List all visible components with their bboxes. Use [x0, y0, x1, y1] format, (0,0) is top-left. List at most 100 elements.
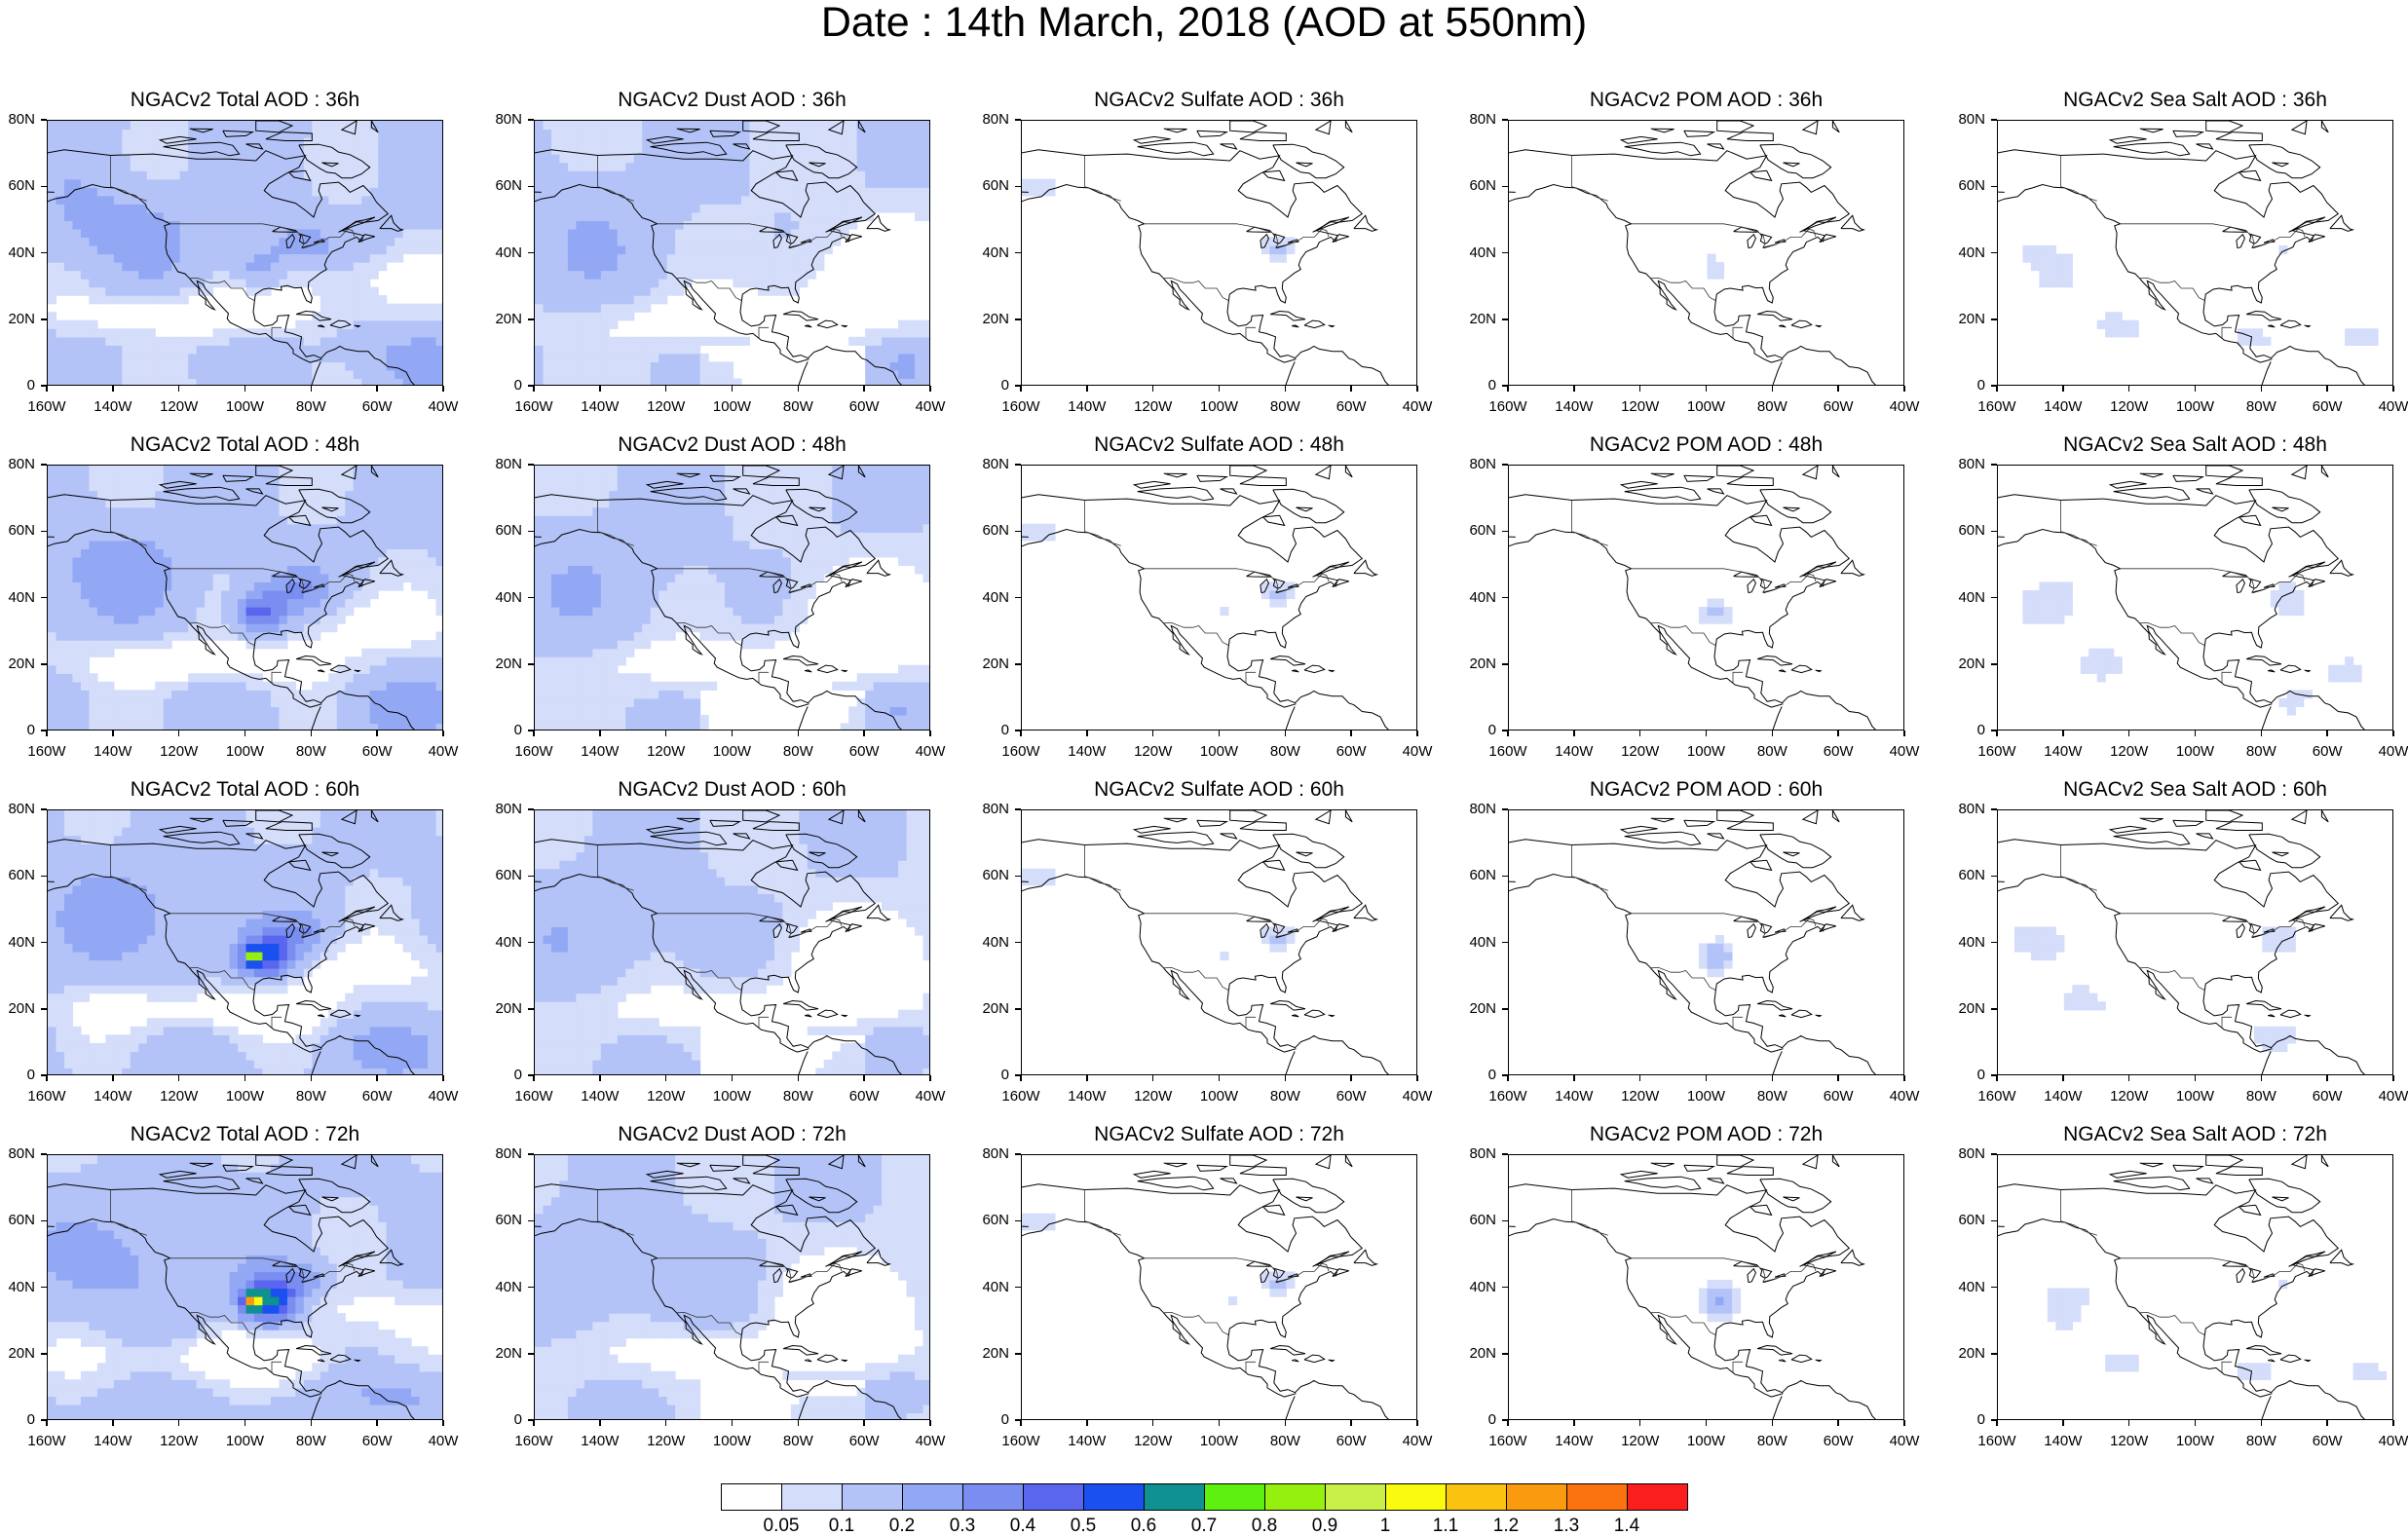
aod-grid-cell — [535, 121, 544, 130]
aod-grid-cell — [609, 590, 618, 599]
aod-grid-cell — [890, 163, 899, 171]
aod-grid-cell — [700, 163, 709, 171]
aod-grid-cell — [717, 262, 726, 271]
aod-grid-cell — [551, 557, 560, 566]
aod-grid-cell — [651, 548, 659, 557]
aod-grid-cell — [72, 220, 81, 229]
aod-grid-cell — [576, 682, 584, 691]
aod-grid-cell — [246, 163, 255, 171]
aod-grid-cell — [114, 482, 123, 491]
aod-grid-cell — [568, 204, 577, 212]
aod-grid-cell — [271, 154, 280, 163]
aod-grid-cell — [642, 698, 651, 707]
x-tick-mark — [46, 386, 48, 392]
aod-grid-cell — [138, 146, 147, 155]
aod-grid-cell — [741, 170, 750, 179]
aod-grid-cell — [634, 607, 643, 616]
aod-grid-cell — [411, 649, 420, 657]
aod-grid-cell — [403, 682, 412, 691]
aod-grid-cell — [64, 557, 73, 566]
aod-grid-cell — [205, 532, 213, 541]
aod-grid-cell — [436, 328, 443, 337]
aod-grid-cell — [56, 682, 64, 691]
aod-grid-cell — [105, 354, 114, 362]
aod-grid-cell — [725, 163, 734, 171]
aod-grid-cell — [658, 196, 667, 205]
aod-grid-cell — [436, 370, 443, 379]
aod-grid-cell — [262, 345, 271, 354]
aod-grid-cell — [48, 632, 56, 641]
aod-grid-cell — [131, 354, 139, 362]
aod-grid-cell — [131, 590, 139, 599]
aod-grid-cell — [48, 370, 56, 379]
aod-grid-cell — [337, 196, 346, 205]
coastline — [2197, 144, 2213, 149]
y-tick-mark — [41, 531, 47, 533]
aod-grid-cell — [584, 146, 593, 155]
aod-grid-cell — [354, 698, 362, 707]
aod-grid-cell — [180, 715, 189, 724]
aod-grid-cell — [923, 121, 930, 130]
coastline — [1164, 129, 1187, 132]
aod-grid-cell — [766, 137, 774, 146]
aod-grid-cell — [197, 229, 206, 238]
aod-grid-cell — [304, 706, 313, 715]
aod-grid-cell — [890, 121, 899, 130]
aod-grid-cell — [213, 262, 222, 271]
aod-grid-cell — [882, 370, 890, 379]
aod-grid-cell — [56, 656, 64, 665]
aod-grid-cell — [658, 220, 667, 229]
aod-grid-cell — [246, 279, 255, 287]
aod-grid-cell — [279, 345, 287, 354]
aod-grid-cell — [105, 204, 114, 212]
aod-grid-cell — [634, 196, 643, 205]
y-tick-mark — [1015, 385, 1021, 387]
aod-grid-cell — [601, 482, 610, 491]
aod-grid-cell — [634, 361, 643, 370]
aod-grid-cell — [601, 378, 610, 386]
aod-grid-cell — [725, 179, 734, 188]
aod-grid-cell — [180, 682, 189, 691]
aod-grid-cell — [271, 616, 280, 624]
aod-grid-cell — [675, 229, 684, 238]
aod-grid-cell — [907, 378, 916, 386]
aod-grid-cell — [122, 698, 131, 707]
x-tick-mark — [2195, 386, 2197, 392]
aod-grid-cell — [72, 245, 81, 254]
aod-grid-cell — [824, 220, 833, 229]
aod-grid-cell — [164, 245, 172, 254]
aod-grid-cell — [692, 682, 700, 691]
aod-grid-cell — [138, 337, 147, 346]
aod-grid-cell — [354, 254, 362, 263]
aod-grid-cell — [625, 682, 634, 691]
aod-grid-cell — [337, 354, 346, 362]
aod-grid-cell — [164, 271, 172, 280]
aod-grid-cell — [197, 220, 206, 229]
aod-grid-cell — [354, 295, 362, 304]
aod-grid-cell — [295, 706, 304, 715]
aod-grid-cell — [312, 121, 320, 130]
aod-grid-cell — [230, 515, 239, 524]
aod-grid-cell — [287, 345, 296, 354]
aod-grid-cell — [865, 130, 874, 138]
aod-grid-cell — [592, 616, 601, 624]
aod-grid-cell — [262, 254, 271, 263]
aod-grid-cell — [734, 466, 742, 474]
aod-grid-cell — [741, 581, 750, 590]
aod-grid-cell — [64, 229, 73, 238]
aod-grid-cell — [609, 179, 618, 188]
aod-grid-cell — [551, 656, 560, 665]
aod-grid-cell — [48, 581, 56, 590]
aod-grid-cell — [2105, 320, 2114, 329]
aod-grid-cell — [345, 524, 354, 533]
aod-grid-cell — [791, 254, 800, 263]
aod-grid-cell — [658, 187, 667, 196]
aod-grid-cell — [543, 137, 551, 146]
aod-grid-cell — [97, 121, 106, 130]
aod-grid-cell — [618, 548, 626, 557]
aod-grid-cell — [105, 541, 114, 549]
aod-grid-cell — [890, 137, 899, 146]
aod-grid-cell — [370, 304, 379, 313]
aod-grid-cell — [609, 507, 618, 516]
x-tick-mark — [245, 731, 246, 736]
